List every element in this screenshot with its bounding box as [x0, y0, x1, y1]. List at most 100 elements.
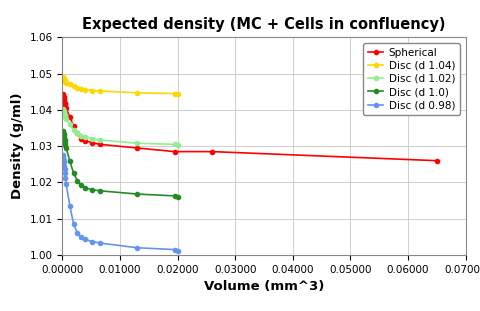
- Disc (d 0.98): [175, 249, 180, 253]
- Disc (d 1.0): [134, 192, 140, 196]
- Disc (d 1.02): [67, 123, 73, 126]
- Disc (d 1.02): [60, 107, 66, 111]
- Disc (d 1.0): [60, 132, 66, 136]
- Spherical: [172, 150, 178, 154]
- Disc (d 0.98): [74, 231, 80, 235]
- Disc (d 1.04): [62, 79, 68, 83]
- Disc (d 0.98): [62, 176, 68, 179]
- Disc (d 1.0): [78, 183, 84, 187]
- Disc (d 1.04): [78, 87, 84, 91]
- Disc (d 0.98): [67, 204, 73, 208]
- Disc (d 0.98): [62, 168, 68, 171]
- Y-axis label: Density (g/ml): Density (g/ml): [11, 93, 24, 199]
- Disc (d 0.98): [172, 248, 178, 251]
- Disc (d 0.98): [71, 222, 76, 226]
- Spherical: [89, 141, 95, 144]
- Disc (d 1.04): [172, 92, 178, 95]
- Spherical: [60, 94, 66, 97]
- Disc (d 1.0): [60, 129, 66, 133]
- Disc (d 0.98): [78, 235, 84, 239]
- Disc (d 1.0): [82, 186, 88, 190]
- Disc (d 1.02): [97, 138, 103, 142]
- Disc (d 1.04): [62, 79, 68, 82]
- Disc (d 1.04): [61, 77, 67, 81]
- Disc (d 0.98): [61, 160, 67, 164]
- Spherical: [61, 99, 67, 103]
- Spherical: [71, 124, 76, 128]
- Spherical: [60, 92, 66, 95]
- Spherical: [60, 95, 66, 99]
- Disc (d 0.98): [89, 240, 95, 244]
- Spherical: [82, 139, 88, 142]
- Disc (d 1.02): [74, 132, 80, 135]
- Disc (d 1.04): [63, 81, 69, 85]
- Line: Disc (d 1.04): Disc (d 1.04): [60, 74, 180, 96]
- Disc (d 1.02): [63, 117, 69, 120]
- Disc (d 1.04): [74, 86, 80, 90]
- Disc (d 1.0): [71, 172, 76, 175]
- Disc (d 1.0): [74, 179, 80, 183]
- Disc (d 1.02): [61, 112, 67, 116]
- Disc (d 1.04): [61, 77, 67, 81]
- Line: Spherical: Spherical: [60, 91, 439, 163]
- Disc (d 1.0): [175, 195, 180, 199]
- Disc (d 0.98): [97, 241, 103, 245]
- Disc (d 1.0): [63, 146, 69, 150]
- Line: Disc (d 0.98): Disc (d 0.98): [60, 153, 180, 253]
- X-axis label: Volume (mm^3): Volume (mm^3): [204, 280, 324, 293]
- Disc (d 1.04): [62, 80, 68, 84]
- Disc (d 0.98): [63, 182, 69, 186]
- Disc (d 0.98): [60, 158, 66, 161]
- Disc (d 0.98): [82, 238, 88, 241]
- Disc (d 1.04): [89, 89, 95, 93]
- Disc (d 1.0): [61, 134, 67, 138]
- Disc (d 1.04): [82, 88, 88, 91]
- Spherical: [134, 146, 140, 150]
- Title: Expected density (MC + Cells in confluency): Expected density (MC + Cells in confluen…: [82, 17, 446, 32]
- Disc (d 1.02): [175, 144, 180, 147]
- Spherical: [62, 101, 68, 104]
- Disc (d 1.0): [62, 143, 68, 146]
- Disc (d 1.04): [60, 76, 66, 80]
- Spherical: [61, 97, 67, 101]
- Disc (d 0.98): [62, 172, 68, 175]
- Disc (d 1.0): [62, 138, 68, 142]
- Disc (d 1.02): [89, 137, 95, 141]
- Legend: Spherical, Disc (d 1.04), Disc (d 1.02), Disc (d 1.0), Disc (d 0.98): Spherical, Disc (d 1.04), Disc (d 1.02),…: [363, 43, 460, 115]
- Disc (d 1.02): [62, 114, 68, 117]
- Line: Disc (d 1.0): Disc (d 1.0): [60, 129, 180, 199]
- Spherical: [434, 159, 440, 163]
- Spherical: [62, 104, 68, 108]
- Disc (d 1.02): [134, 142, 140, 145]
- Disc (d 1.02): [60, 109, 66, 113]
- Disc (d 1.0): [97, 189, 103, 193]
- Disc (d 1.0): [60, 131, 66, 134]
- Disc (d 1.02): [78, 134, 84, 138]
- Disc (d 1.02): [71, 128, 76, 132]
- Line: Disc (d 1.02): Disc (d 1.02): [60, 107, 180, 147]
- Disc (d 1.04): [60, 75, 66, 78]
- Spherical: [74, 132, 80, 135]
- Spherical: [209, 150, 215, 154]
- Disc (d 1.02): [62, 115, 68, 119]
- Disc (d 1.04): [175, 92, 180, 95]
- Spherical: [62, 103, 68, 106]
- Disc (d 0.98): [60, 153, 66, 157]
- Spherical: [63, 106, 69, 110]
- Disc (d 1.02): [172, 142, 178, 146]
- Disc (d 1.0): [89, 188, 95, 192]
- Disc (d 1.02): [62, 114, 68, 118]
- Disc (d 0.98): [60, 155, 66, 159]
- Disc (d 1.0): [67, 160, 73, 163]
- Spherical: [67, 115, 73, 119]
- Disc (d 1.04): [67, 83, 73, 86]
- Disc (d 1.04): [71, 85, 76, 88]
- Disc (d 1.04): [60, 75, 66, 79]
- Disc (d 1.0): [61, 136, 67, 140]
- Disc (d 1.0): [172, 194, 178, 198]
- Disc (d 0.98): [134, 246, 140, 250]
- Disc (d 1.04): [97, 89, 103, 93]
- Spherical: [78, 137, 84, 141]
- Disc (d 0.98): [61, 164, 67, 168]
- Disc (d 1.02): [61, 111, 67, 115]
